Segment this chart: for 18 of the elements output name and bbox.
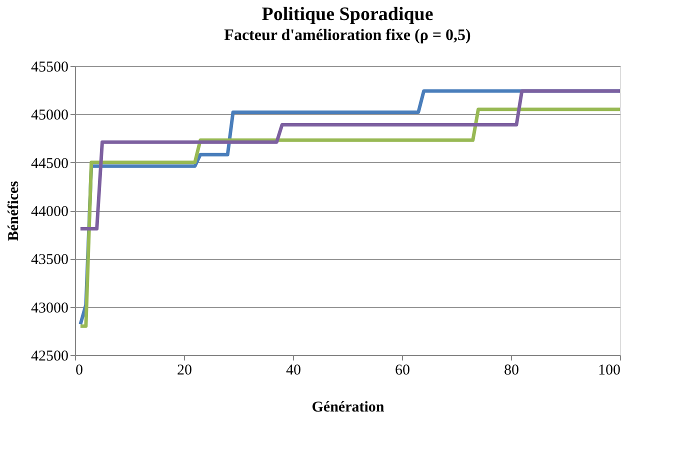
chart-title: Politique Sporadique — [262, 4, 434, 25]
x-tick-label: 60 — [395, 362, 410, 378]
y-tick-label: 44000 — [31, 204, 68, 220]
y-tick-label: 42500 — [31, 348, 68, 364]
x-tick-label: 20 — [177, 362, 192, 378]
x-tick-label: 100 — [598, 362, 620, 378]
x-tick-label: 40 — [286, 362, 301, 378]
y-tick-label: 45000 — [31, 108, 68, 124]
y-tick-label: 44500 — [31, 156, 68, 172]
y-tick-label: 43500 — [31, 252, 68, 268]
x-axis-title: Génération — [312, 400, 385, 416]
y-tick-label: 43000 — [31, 300, 68, 316]
line-series — [78, 89, 622, 231]
y-axis-title: Bénéfices — [6, 180, 22, 241]
x-tick-label: 0 — [76, 362, 83, 378]
x-tick-label: 80 — [504, 362, 519, 378]
y-tick-label: 45500 — [31, 60, 68, 76]
chart-subtitle: Facteur d'amélioration fixe (ρ = 0,5) — [224, 27, 471, 44]
